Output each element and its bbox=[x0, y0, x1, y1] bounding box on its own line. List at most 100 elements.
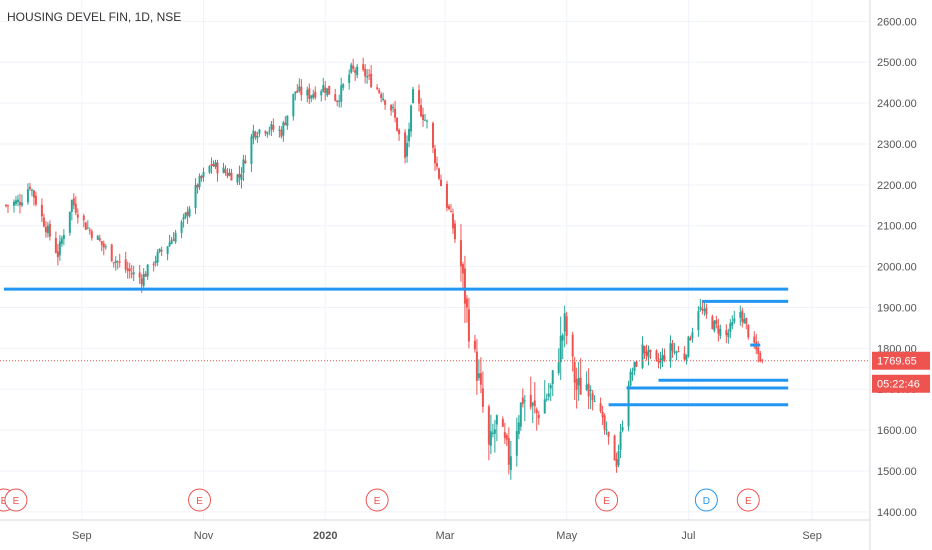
earnings-marker[interactable]: E bbox=[188, 488, 212, 512]
candle-body bbox=[711, 316, 714, 330]
candle-body bbox=[194, 184, 197, 209]
time-tick-label: 2020 bbox=[313, 530, 337, 542]
candle-body bbox=[447, 205, 450, 210]
candle-body bbox=[90, 231, 93, 239]
candle-body bbox=[282, 122, 285, 136]
candle-body bbox=[308, 88, 311, 99]
candle-body bbox=[585, 384, 588, 390]
candle-body bbox=[48, 224, 51, 237]
candle-body bbox=[322, 85, 325, 92]
candle-body bbox=[40, 204, 43, 217]
chart-title: HOUSING DEVEL FIN, 1D, NSE bbox=[7, 10, 181, 24]
candle-body bbox=[210, 163, 213, 166]
candle-body bbox=[356, 66, 359, 76]
candle-body bbox=[685, 355, 688, 361]
candle-body bbox=[435, 163, 438, 167]
candle-body bbox=[453, 223, 456, 240]
time-tick-label: Nov bbox=[194, 530, 214, 542]
candle-body bbox=[489, 431, 492, 446]
candle-body bbox=[491, 432, 494, 435]
event-circle bbox=[694, 488, 718, 512]
candle-body bbox=[561, 335, 564, 341]
candle-body bbox=[310, 95, 313, 99]
candle-body bbox=[170, 240, 173, 244]
event-circle bbox=[365, 488, 389, 512]
candle-body bbox=[6, 205, 9, 207]
candle-body bbox=[657, 360, 660, 363]
candle-body bbox=[328, 85, 331, 95]
countdown-tag bbox=[872, 374, 930, 393]
candle-body bbox=[404, 132, 407, 158]
candle-body bbox=[633, 362, 636, 372]
candle-body bbox=[420, 105, 423, 117]
candle-body bbox=[268, 130, 271, 132]
candle-body bbox=[392, 107, 395, 109]
candle-body bbox=[589, 389, 592, 392]
price-axis[interactable]: 1400.001500.001600.001700.001800.001900.… bbox=[869, 0, 930, 550]
candle-body bbox=[563, 313, 566, 332]
countdown-label: 05:22:46 bbox=[877, 379, 920, 391]
candle-body bbox=[398, 129, 401, 135]
candle-body bbox=[166, 246, 169, 254]
candle-body bbox=[481, 388, 484, 407]
earnings-marker[interactable]: E bbox=[4, 488, 28, 512]
candle-body bbox=[202, 172, 205, 178]
candle-body bbox=[461, 264, 464, 274]
event-circle bbox=[736, 488, 760, 512]
price-tick-label: 2100.00 bbox=[877, 221, 917, 233]
candle-body bbox=[619, 431, 622, 450]
candle-body bbox=[675, 352, 678, 354]
earnings-marker[interactable]: E bbox=[595, 488, 619, 512]
candle-body bbox=[449, 211, 452, 213]
candle-body bbox=[396, 117, 399, 131]
candle-body bbox=[617, 450, 620, 465]
candle-body bbox=[350, 64, 353, 73]
candle-body bbox=[445, 183, 448, 208]
candle-body bbox=[144, 273, 147, 277]
price-tick-label: 2500.00 bbox=[877, 57, 917, 69]
candle-body bbox=[418, 90, 421, 104]
candle-body bbox=[352, 65, 355, 69]
candle-body bbox=[336, 100, 339, 103]
candle-body bbox=[286, 115, 289, 126]
earnings-marker[interactable]: E bbox=[736, 488, 760, 512]
event-label: E bbox=[603, 496, 610, 507]
candle-body bbox=[571, 334, 574, 357]
candle-body bbox=[334, 94, 337, 101]
candle-body bbox=[533, 400, 536, 407]
candle-body bbox=[114, 260, 117, 263]
last-price-label: 1769.65 bbox=[877, 356, 917, 368]
dividend-marker[interactable]: D bbox=[694, 488, 718, 512]
candle-body bbox=[132, 272, 135, 275]
candle-body bbox=[741, 310, 744, 322]
candle-body bbox=[266, 132, 269, 135]
candle-body bbox=[669, 343, 672, 362]
candle-body bbox=[60, 238, 63, 244]
candle-body bbox=[58, 241, 61, 256]
candle-body bbox=[451, 213, 454, 229]
earnings-marker[interactable]: E bbox=[365, 488, 389, 512]
candle-body bbox=[545, 398, 548, 400]
time-axis[interactable]: Sep Nov 2020 Mar May Jul Sep bbox=[0, 519, 870, 542]
candle-body bbox=[280, 129, 283, 137]
candle-body bbox=[613, 435, 616, 461]
candle-body bbox=[465, 298, 468, 308]
candle-body bbox=[410, 105, 413, 132]
candle-body bbox=[757, 347, 760, 354]
event-circle bbox=[188, 488, 212, 512]
candle-body bbox=[224, 169, 227, 174]
candle-body bbox=[495, 415, 498, 425]
candle-body bbox=[631, 372, 634, 374]
candle-body bbox=[196, 184, 199, 188]
candle-body bbox=[70, 200, 73, 212]
candle-body bbox=[354, 70, 357, 73]
candle-body bbox=[46, 225, 49, 234]
candle-body bbox=[250, 136, 253, 164]
candle-body bbox=[104, 246, 107, 248]
candle-body bbox=[222, 167, 225, 173]
candle-body bbox=[242, 159, 245, 174]
candle-body bbox=[747, 325, 750, 338]
candle-body bbox=[238, 173, 241, 178]
